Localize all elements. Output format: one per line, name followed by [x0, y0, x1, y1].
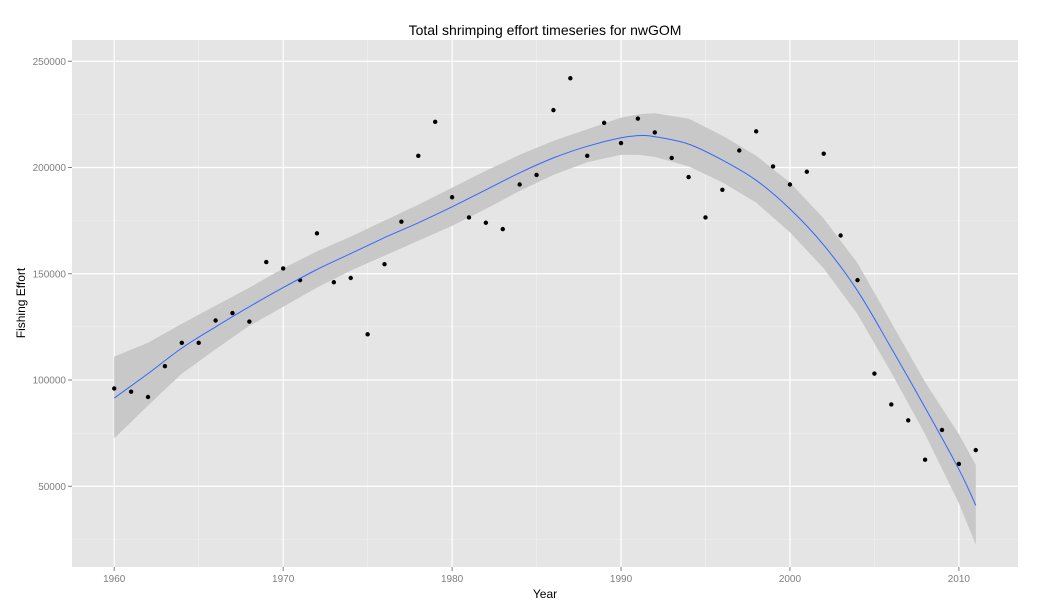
data-point — [449, 195, 455, 200]
data-point — [551, 107, 556, 113]
data-point — [703, 215, 708, 220]
data-point — [534, 172, 539, 178]
data-point — [568, 76, 573, 81]
data-point — [145, 394, 151, 400]
data-point — [162, 363, 168, 369]
data-point — [973, 447, 978, 453]
data-point — [905, 418, 911, 423]
x-axis-ticks: 1960 1970 1980 1990 2000 2010 — [103, 567, 970, 585]
data-point — [939, 427, 945, 433]
data-point — [669, 155, 674, 161]
data-point — [804, 169, 810, 174]
x-tick-label: 1970 — [272, 574, 295, 585]
data-point — [601, 120, 607, 126]
data-point — [179, 340, 185, 346]
data-point — [196, 340, 201, 346]
data-point — [585, 153, 590, 159]
data-point — [855, 277, 860, 283]
data-point — [872, 371, 877, 376]
x-tick-label: 1990 — [610, 574, 633, 585]
x-tick-label: 1980 — [441, 574, 464, 585]
data-point — [737, 148, 742, 153]
data-point — [230, 310, 235, 316]
y-axis-title: Fishing Effort — [14, 267, 28, 338]
x-tick-label: 2010 — [948, 574, 971, 585]
x-tick-label: 1960 — [103, 574, 126, 585]
data-point — [821, 151, 826, 156]
x-tick-label: 2000 — [779, 574, 802, 585]
data-point — [635, 116, 641, 121]
data-point — [399, 219, 404, 224]
y-tick-label: 200000 — [33, 163, 67, 174]
data-point — [753, 129, 759, 134]
data-point — [382, 261, 387, 267]
data-point — [720, 187, 725, 193]
data-point — [500, 226, 505, 232]
data-point — [416, 153, 421, 159]
data-point — [112, 386, 117, 391]
chart-title: Total shrimping effort timeseries for nw… — [409, 22, 682, 38]
data-point — [466, 215, 472, 220]
data-point — [652, 130, 658, 135]
y-tick-label: 100000 — [33, 376, 67, 387]
data-point — [128, 389, 134, 394]
data-point — [770, 164, 776, 169]
data-point — [618, 140, 624, 146]
data-point — [331, 280, 337, 285]
data-point — [264, 259, 269, 265]
data-point — [365, 332, 370, 337]
data-point — [483, 220, 489, 225]
data-point — [280, 266, 286, 271]
data-point — [922, 457, 928, 462]
y-tick-label: 150000 — [33, 269, 67, 280]
data-point — [686, 174, 691, 180]
data-points — [112, 76, 978, 467]
data-point — [213, 318, 218, 323]
y-tick-label: 250000 — [33, 57, 67, 68]
y-tick-label: 50000 — [38, 482, 66, 493]
data-point — [348, 275, 353, 281]
x-axis-title: Year — [533, 587, 557, 601]
data-point — [838, 233, 843, 238]
y-axis-ticks: 50000 100000 150000 200000 250000 — [33, 57, 72, 493]
data-point — [956, 461, 962, 467]
data-point — [247, 319, 252, 324]
data-point — [889, 402, 894, 407]
data-point — [432, 119, 438, 125]
data-point — [314, 231, 320, 236]
data-point — [517, 182, 522, 187]
data-point — [787, 182, 793, 187]
smooth-line — [113, 134, 977, 506]
